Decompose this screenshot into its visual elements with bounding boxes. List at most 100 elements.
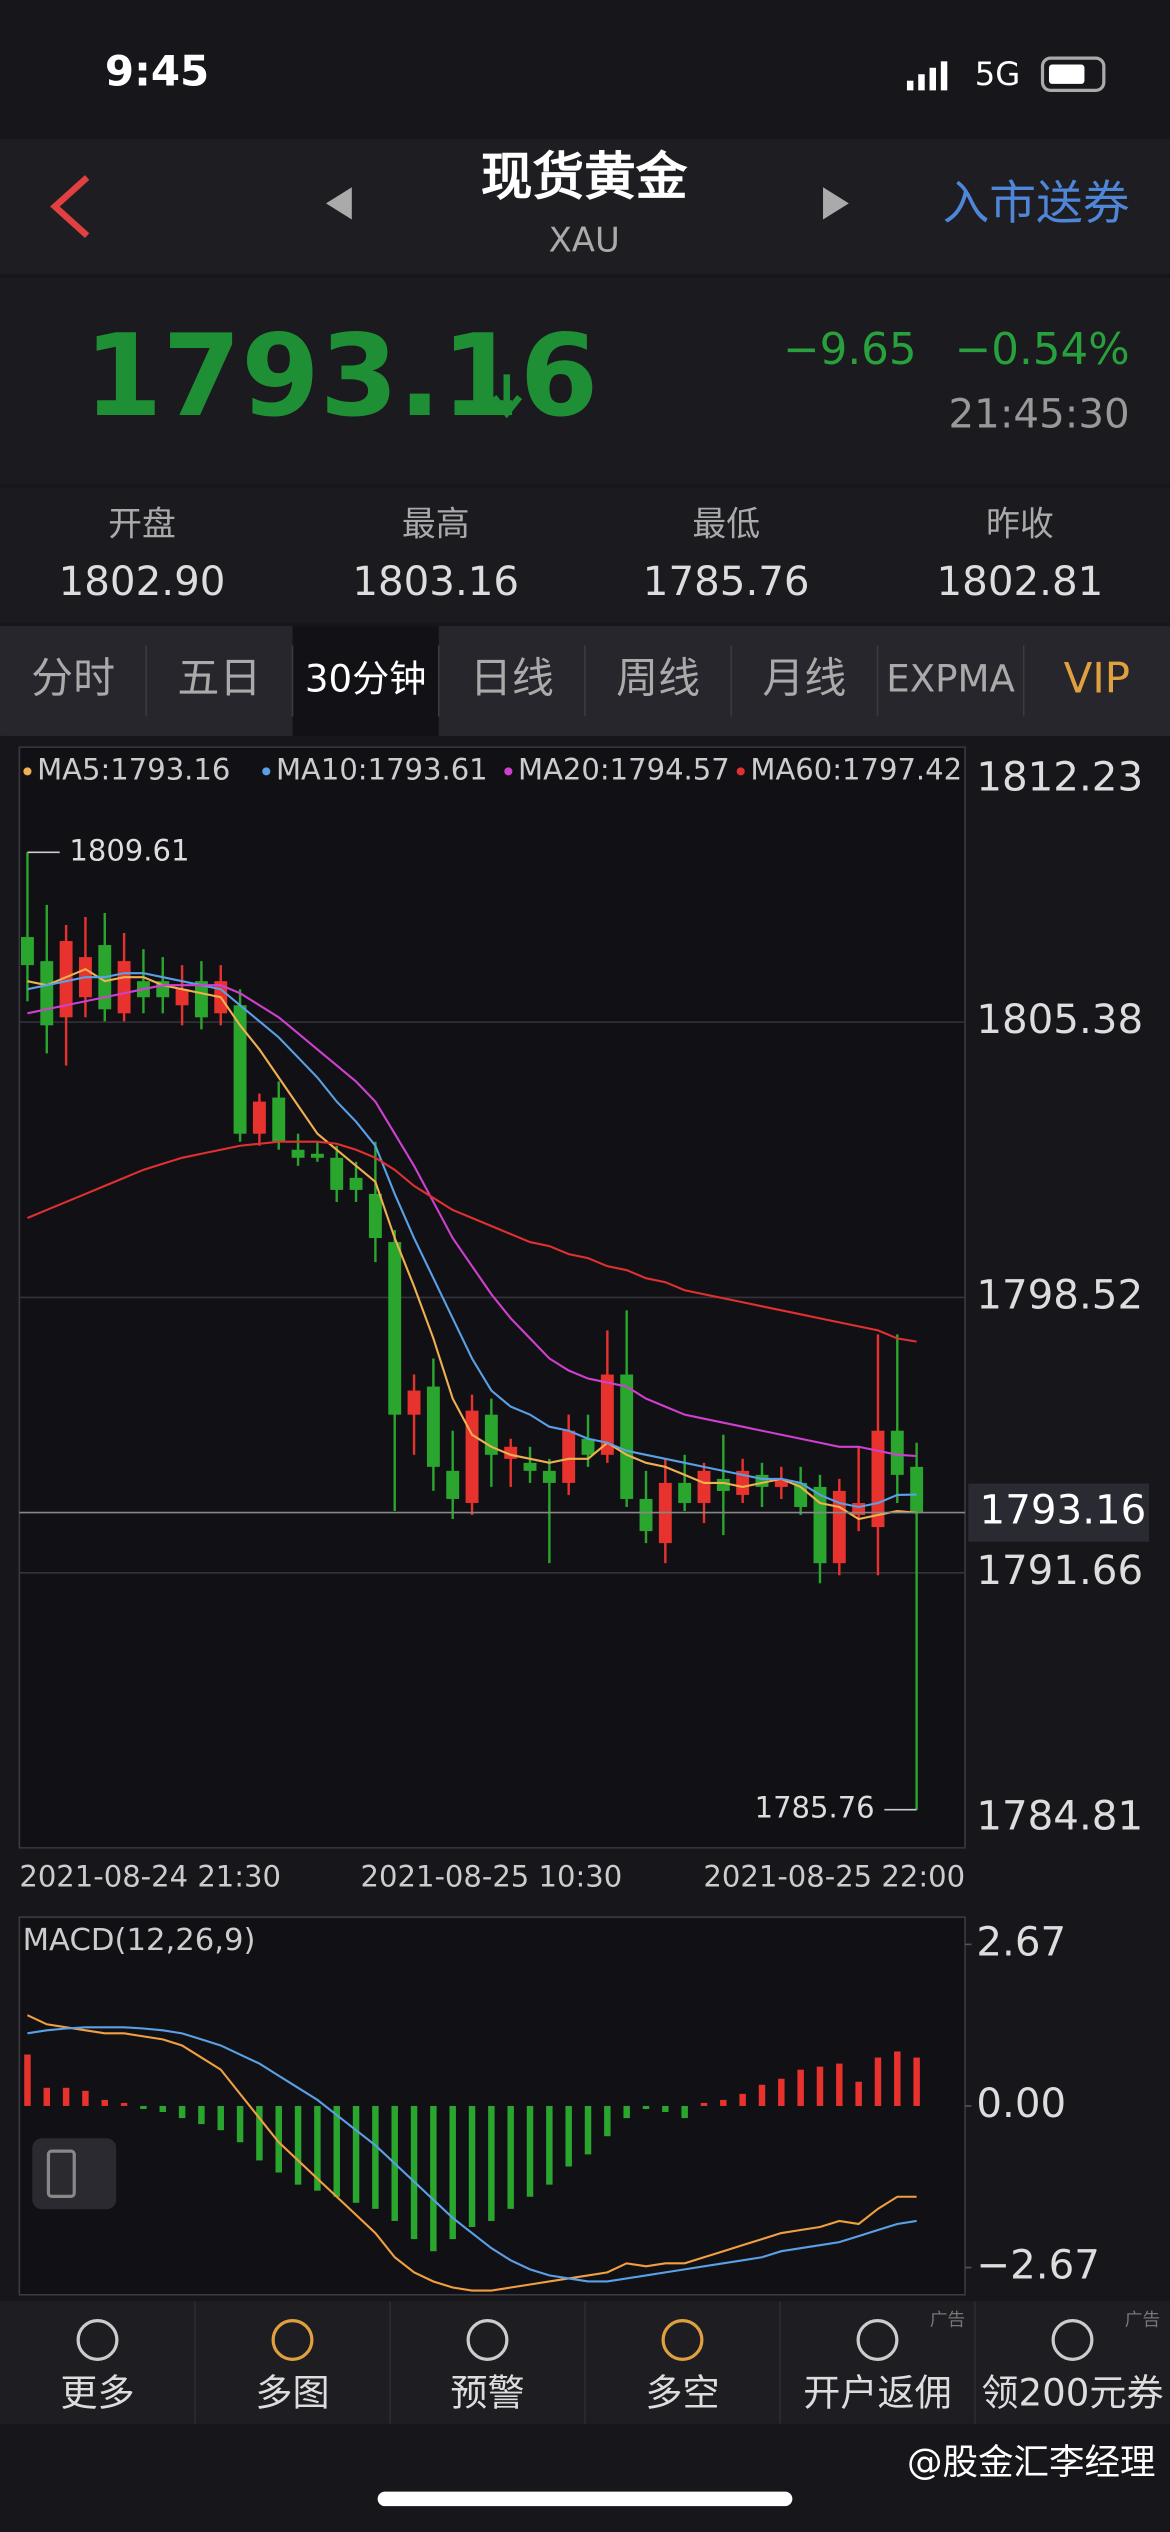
nav-icon xyxy=(76,2318,119,2361)
candle-body xyxy=(330,1157,344,1190)
last-price-box xyxy=(968,1483,1150,1542)
macd-bar xyxy=(140,2105,147,2109)
macd-bar xyxy=(410,2105,418,2240)
y-tick-label: 1812.23 xyxy=(976,753,1143,800)
ma-line xyxy=(27,967,917,1521)
legend-label: MA10:1793.61 xyxy=(276,752,488,786)
quote-time: 21:45:30 xyxy=(949,390,1130,437)
nav-label[interactable]: 更多 xyxy=(60,2371,134,2414)
macd-bar xyxy=(507,2105,514,2209)
macd-bar xyxy=(604,2105,611,2137)
macd-bar xyxy=(159,2105,166,2113)
legend-label: MA20:1794.57 xyxy=(518,752,730,786)
macd-bar xyxy=(642,2105,650,2109)
macd-line xyxy=(26,2014,917,2292)
macd-bar xyxy=(217,2105,224,2131)
macd-bar xyxy=(681,2105,688,2119)
tab[interactable]: 分时 xyxy=(31,654,115,703)
stat-label: 开盘 xyxy=(108,505,176,544)
candle-body xyxy=(523,1462,537,1471)
tab[interactable]: VIP xyxy=(1064,654,1130,703)
nav-label[interactable]: 开户返佣 xyxy=(803,2371,951,2414)
candle-body xyxy=(194,981,208,1018)
tab[interactable]: 月线 xyxy=(762,654,846,703)
candle-body xyxy=(388,1242,402,1415)
candle-body xyxy=(426,1386,440,1467)
candle-body xyxy=(272,1097,286,1142)
macd-bar xyxy=(314,2105,321,2191)
macd-bar xyxy=(198,2105,205,2125)
nav-bar xyxy=(0,138,1170,275)
macd-bar xyxy=(178,2105,186,2119)
legend-dot xyxy=(262,767,271,776)
quote-change-pct: −0.54% xyxy=(955,325,1130,375)
macd-bar xyxy=(720,2099,727,2106)
legend-dot xyxy=(23,767,32,776)
back-button[interactable] xyxy=(50,175,90,239)
macd-bar xyxy=(855,2081,862,2106)
macd-bar xyxy=(468,2105,476,2227)
y-tick-label: 1784.81 xyxy=(976,1793,1143,1840)
ma-line xyxy=(27,972,917,1509)
nav-subtitle: XAU xyxy=(549,221,620,260)
macd-bar xyxy=(488,2105,495,2221)
nav-icon xyxy=(661,2318,704,2361)
legend-dot xyxy=(736,767,745,776)
macd-bar xyxy=(430,2105,437,2252)
macd-bar xyxy=(333,2105,340,2197)
stat-value: 1802.90 xyxy=(59,558,226,605)
candle-body xyxy=(310,1153,324,1158)
y-tick-label: 1791.66 xyxy=(976,1547,1143,1594)
candle-body xyxy=(349,1177,363,1190)
macd-tick-label: 0.00 xyxy=(976,2080,1066,2127)
quote-panel xyxy=(0,277,1170,485)
candle-body xyxy=(252,1101,266,1134)
macd-bar xyxy=(739,2093,746,2106)
candle-body xyxy=(890,1430,904,1475)
next-button[interactable] xyxy=(823,187,849,220)
legend-label: MA5:1793.16 xyxy=(37,752,230,786)
ma-line xyxy=(27,984,917,1458)
nav-icon xyxy=(1051,2318,1094,2361)
nav-label[interactable]: 领200元券 xyxy=(981,2371,1163,2414)
nav-icon xyxy=(271,2318,314,2361)
tab[interactable]: EXPMA xyxy=(886,658,1015,701)
candle-body xyxy=(291,1149,305,1158)
tab[interactable]: 30分钟 xyxy=(305,658,426,701)
home-indicator xyxy=(377,2491,793,2507)
candle-body xyxy=(774,1478,788,1487)
battery xyxy=(1040,56,1106,92)
status-time: 9:45 xyxy=(105,47,209,96)
nav-action[interactable]: 入市送券 xyxy=(943,177,1130,231)
macd-bar xyxy=(256,2105,263,2161)
tab[interactable]: 周线 xyxy=(616,654,700,703)
candle-body xyxy=(542,1470,556,1483)
macd-tick-label: −2.67 xyxy=(976,2242,1100,2289)
candle-body xyxy=(233,1005,247,1134)
candle-body xyxy=(910,1466,924,1513)
nav-label[interactable]: 预警 xyxy=(450,2371,524,2414)
candle-body xyxy=(465,1410,479,1503)
nav-label[interactable]: 多空 xyxy=(645,2371,719,2414)
candle-body xyxy=(40,961,54,1026)
nav-title: 现货黄金 xyxy=(481,148,688,208)
nav-label[interactable]: 多图 xyxy=(255,2371,329,2414)
macd-bar xyxy=(352,2105,360,2203)
switch-glyph xyxy=(46,2149,76,2198)
candle-body xyxy=(813,1486,827,1564)
legend-label: MA60:1797.42 xyxy=(750,752,962,786)
candle-body xyxy=(620,1374,634,1499)
prev-button[interactable] xyxy=(325,187,352,220)
macd-bar xyxy=(797,2069,804,2106)
candle-body xyxy=(446,1470,460,1499)
candle-body xyxy=(639,1498,653,1532)
stats-panel xyxy=(0,487,1170,623)
stat-value: 1803.16 xyxy=(352,558,519,605)
macd-bar xyxy=(546,2105,553,2185)
tab[interactable]: 日线 xyxy=(470,654,554,703)
stat-value: 1802.81 xyxy=(937,558,1104,605)
macd-bar xyxy=(275,2105,282,2173)
tab[interactable]: 五日 xyxy=(177,654,261,703)
tab-selected-bg xyxy=(292,626,439,736)
x-tick-label: 2021-08-25 10:30 xyxy=(361,1859,623,1893)
